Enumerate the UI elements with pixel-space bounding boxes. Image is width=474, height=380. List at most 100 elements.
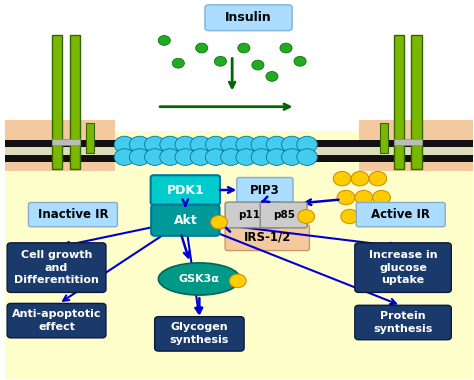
Circle shape xyxy=(172,58,184,68)
FancyBboxPatch shape xyxy=(312,147,361,162)
Circle shape xyxy=(190,136,211,153)
FancyBboxPatch shape xyxy=(86,123,94,153)
FancyBboxPatch shape xyxy=(358,139,474,147)
FancyBboxPatch shape xyxy=(380,123,388,153)
Circle shape xyxy=(114,149,135,165)
Circle shape xyxy=(145,149,165,165)
FancyBboxPatch shape xyxy=(394,139,422,144)
FancyBboxPatch shape xyxy=(115,155,314,162)
FancyBboxPatch shape xyxy=(312,155,361,162)
FancyBboxPatch shape xyxy=(205,5,292,31)
FancyBboxPatch shape xyxy=(5,1,474,131)
Ellipse shape xyxy=(158,263,240,295)
Circle shape xyxy=(369,171,387,186)
FancyBboxPatch shape xyxy=(155,317,244,351)
Circle shape xyxy=(266,149,287,165)
FancyBboxPatch shape xyxy=(5,139,115,147)
FancyBboxPatch shape xyxy=(237,177,293,203)
Circle shape xyxy=(341,209,358,224)
Circle shape xyxy=(351,171,369,186)
Text: Akt: Akt xyxy=(173,214,197,227)
FancyBboxPatch shape xyxy=(5,155,115,162)
FancyBboxPatch shape xyxy=(7,243,106,293)
Text: GSK3α: GSK3α xyxy=(179,274,220,284)
Circle shape xyxy=(251,136,272,153)
Circle shape xyxy=(158,35,170,45)
Text: Increase in
glucose
uptake: Increase in glucose uptake xyxy=(369,250,438,285)
FancyBboxPatch shape xyxy=(28,203,118,227)
FancyBboxPatch shape xyxy=(151,205,219,236)
Circle shape xyxy=(229,274,246,288)
Text: p85: p85 xyxy=(273,210,295,220)
Circle shape xyxy=(294,56,306,66)
FancyBboxPatch shape xyxy=(394,35,404,169)
Circle shape xyxy=(129,136,150,153)
Circle shape xyxy=(373,190,391,205)
FancyBboxPatch shape xyxy=(312,155,361,162)
FancyBboxPatch shape xyxy=(411,35,422,169)
FancyBboxPatch shape xyxy=(115,139,314,147)
Circle shape xyxy=(297,136,318,153)
Circle shape xyxy=(282,136,302,153)
Circle shape xyxy=(236,149,256,165)
Circle shape xyxy=(252,60,264,70)
Circle shape xyxy=(221,149,241,165)
Circle shape xyxy=(266,136,287,153)
Circle shape xyxy=(236,136,256,153)
Circle shape xyxy=(298,210,315,223)
Text: Protein
synthesis: Protein synthesis xyxy=(374,311,433,334)
Circle shape xyxy=(238,43,250,53)
Circle shape xyxy=(282,149,302,165)
Circle shape xyxy=(210,215,228,229)
FancyBboxPatch shape xyxy=(151,175,220,205)
Text: Anti-apoptotic
effect: Anti-apoptotic effect xyxy=(12,309,101,332)
FancyBboxPatch shape xyxy=(5,139,115,147)
Circle shape xyxy=(297,149,318,165)
FancyBboxPatch shape xyxy=(358,139,474,147)
Text: Active IR: Active IR xyxy=(371,208,430,221)
FancyBboxPatch shape xyxy=(312,139,361,147)
FancyBboxPatch shape xyxy=(5,120,115,171)
FancyBboxPatch shape xyxy=(356,203,445,227)
Text: Insulin: Insulin xyxy=(225,11,272,24)
Circle shape xyxy=(358,209,376,224)
FancyBboxPatch shape xyxy=(355,305,451,340)
FancyBboxPatch shape xyxy=(115,147,314,162)
FancyBboxPatch shape xyxy=(5,155,115,162)
FancyBboxPatch shape xyxy=(358,155,474,162)
Circle shape xyxy=(280,43,292,53)
Text: p110: p110 xyxy=(238,210,268,220)
Circle shape xyxy=(251,149,272,165)
Circle shape xyxy=(214,56,227,66)
Text: IRS-1/2: IRS-1/2 xyxy=(244,231,291,244)
FancyBboxPatch shape xyxy=(70,35,80,169)
FancyBboxPatch shape xyxy=(355,243,451,293)
Circle shape xyxy=(114,136,135,153)
FancyBboxPatch shape xyxy=(5,147,115,162)
Circle shape xyxy=(196,43,208,53)
FancyBboxPatch shape xyxy=(358,147,474,162)
FancyBboxPatch shape xyxy=(225,202,281,228)
FancyBboxPatch shape xyxy=(5,131,474,379)
FancyBboxPatch shape xyxy=(7,303,106,338)
Circle shape xyxy=(266,71,278,81)
Circle shape xyxy=(190,149,211,165)
FancyBboxPatch shape xyxy=(358,120,474,171)
Circle shape xyxy=(175,149,196,165)
Circle shape xyxy=(160,136,181,153)
Circle shape xyxy=(337,190,355,205)
Circle shape xyxy=(205,149,226,165)
Circle shape xyxy=(333,171,351,186)
FancyBboxPatch shape xyxy=(225,225,310,250)
FancyBboxPatch shape xyxy=(358,155,474,162)
FancyBboxPatch shape xyxy=(260,202,307,228)
Circle shape xyxy=(355,190,373,205)
FancyBboxPatch shape xyxy=(115,139,314,147)
Circle shape xyxy=(175,136,196,153)
FancyBboxPatch shape xyxy=(52,35,62,169)
Circle shape xyxy=(221,136,241,153)
Text: PDK1: PDK1 xyxy=(166,184,204,196)
FancyBboxPatch shape xyxy=(52,139,80,144)
FancyBboxPatch shape xyxy=(312,139,361,147)
Text: Inactive IR: Inactive IR xyxy=(37,208,108,221)
